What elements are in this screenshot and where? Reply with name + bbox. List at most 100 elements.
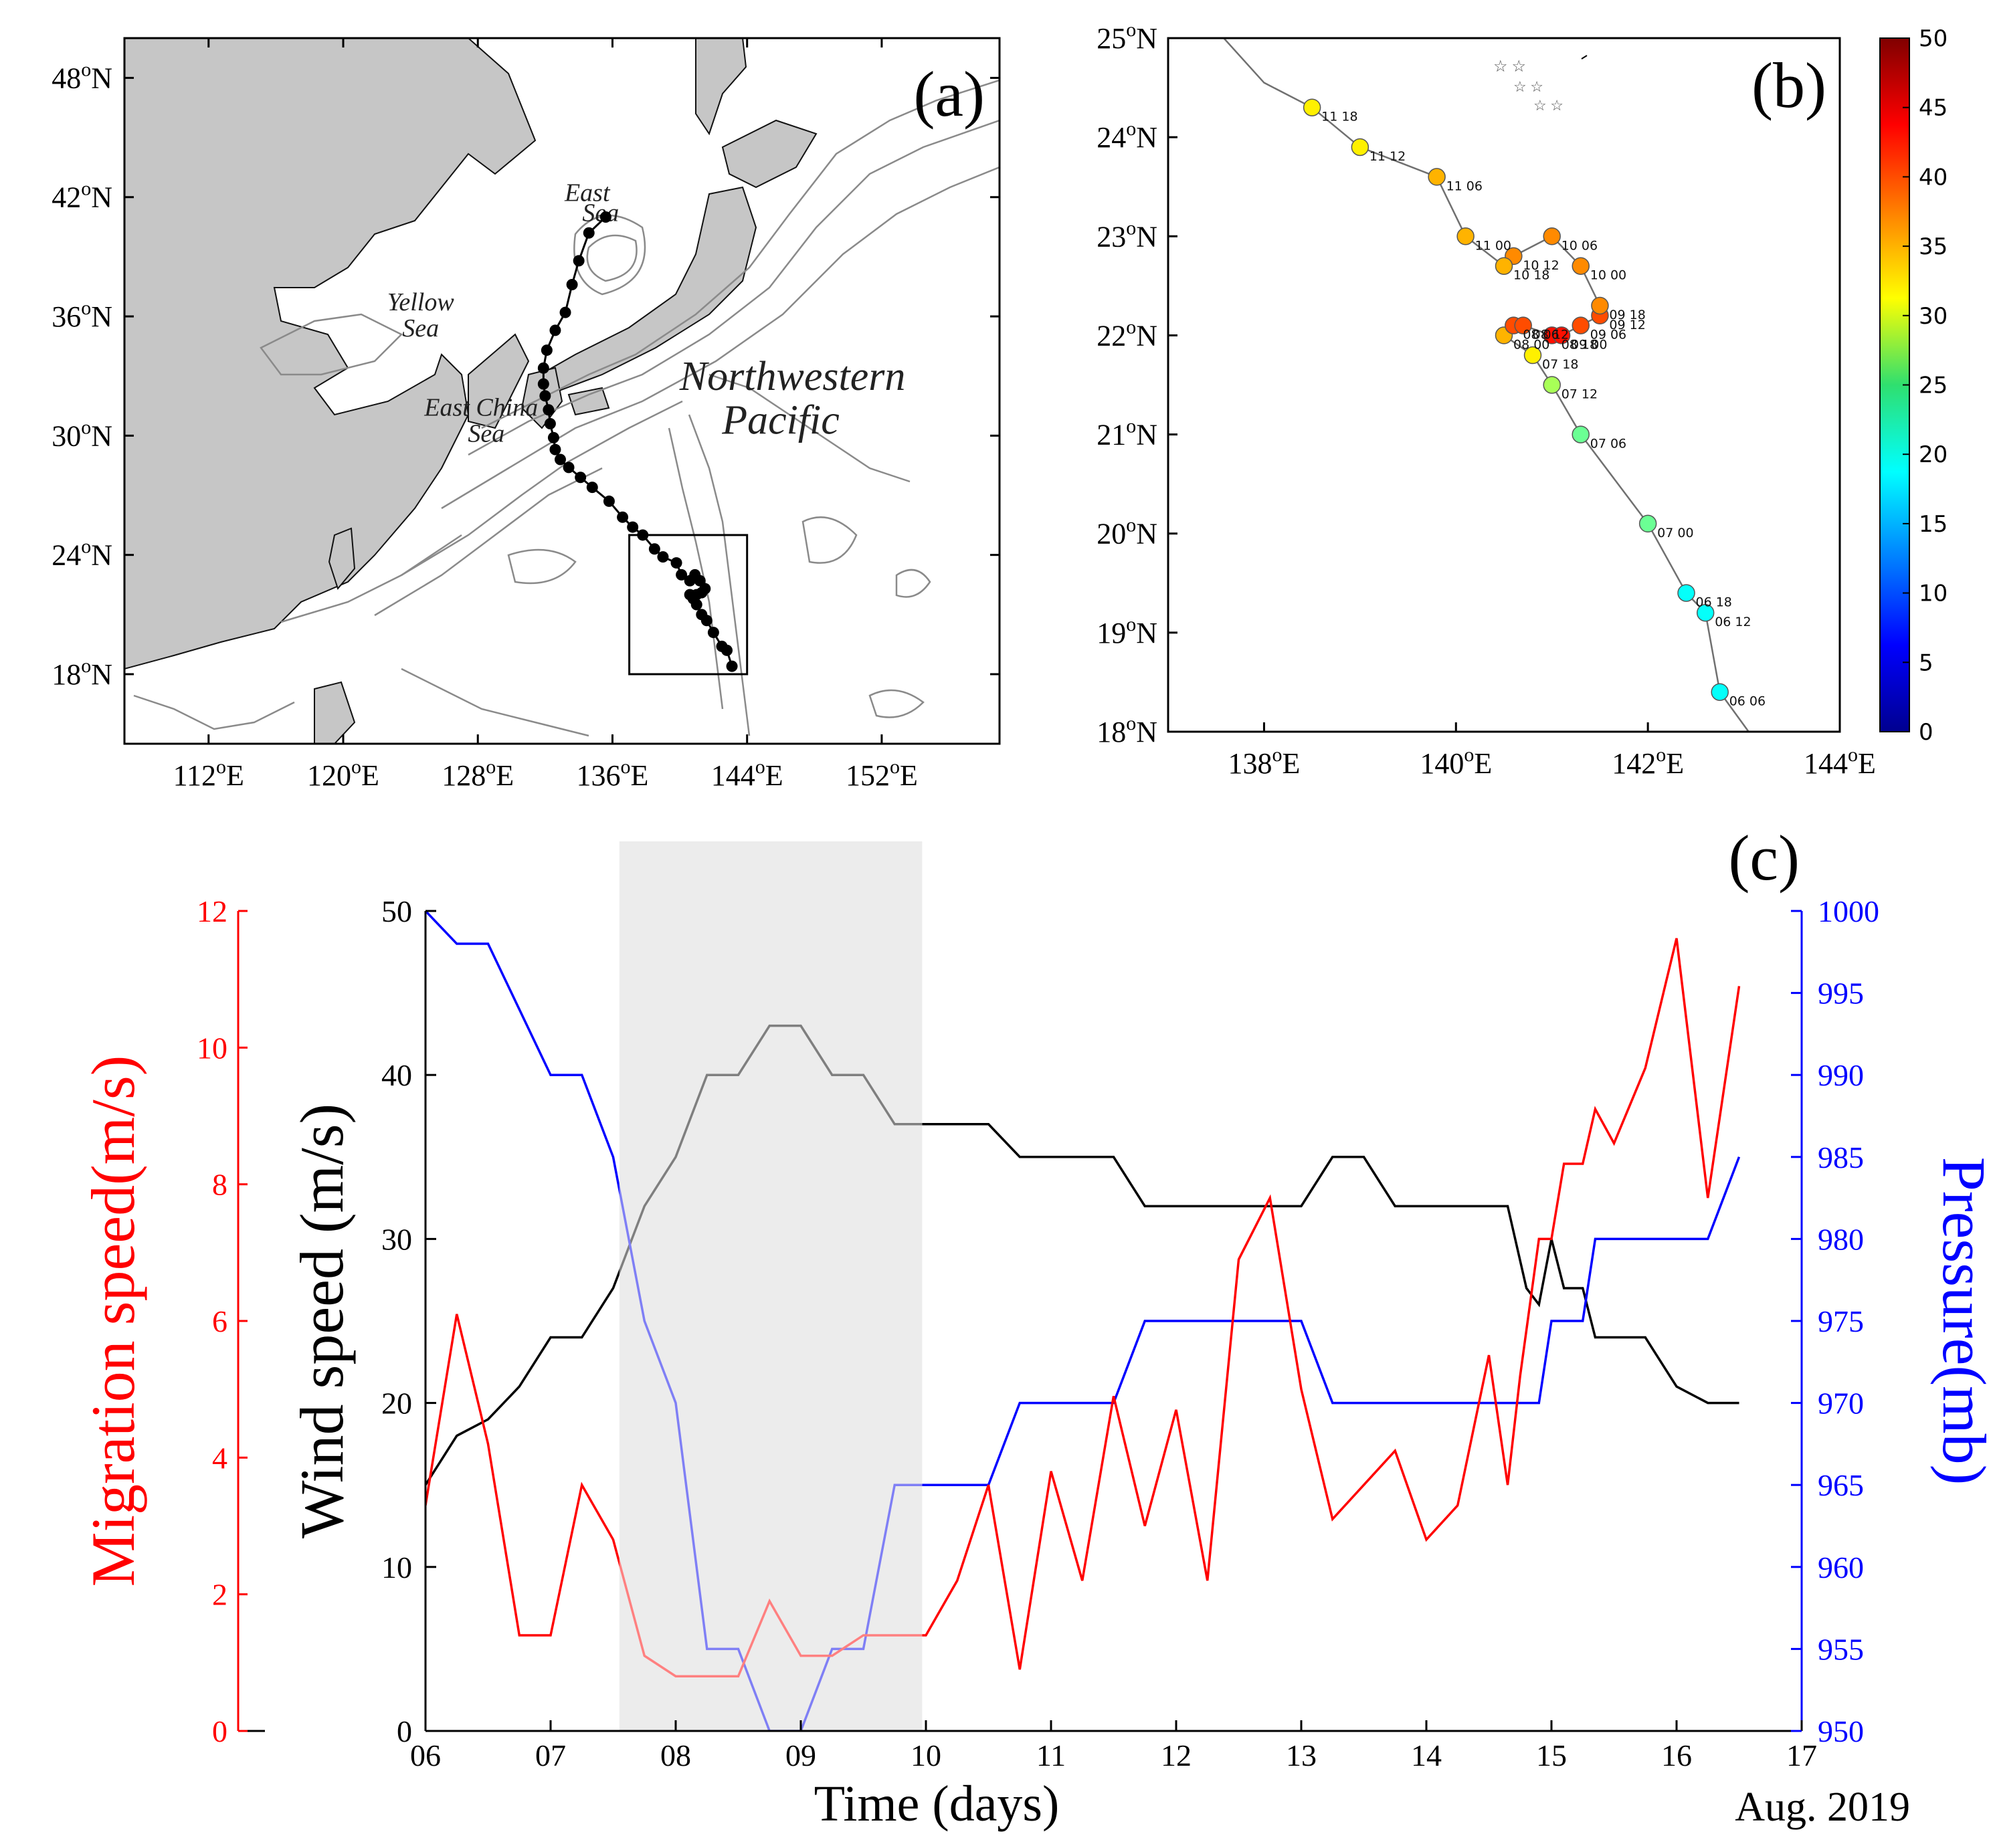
- panel-c-label: (c): [1728, 822, 1800, 894]
- track-b-point-label: 08 18: [1561, 337, 1598, 352]
- map-a-frame: [123, 37, 1001, 745]
- track-a-point: [563, 461, 575, 474]
- region-label: Sea: [468, 419, 504, 447]
- pressure-tick-label: 955: [1818, 1632, 1864, 1666]
- map-b-lat-label: 23oN: [1097, 217, 1157, 253]
- map-b-lat-label: 24oN: [1097, 118, 1157, 154]
- pressure-tick-label: 965: [1818, 1468, 1864, 1502]
- series-line-shaded-migration-speed: [619, 1558, 923, 1678]
- track-a-point: [670, 557, 682, 569]
- track-a-point: [554, 453, 566, 466]
- wind-tick-label: 30: [381, 1222, 412, 1256]
- track-b-point: [1495, 257, 1513, 275]
- map-a-ticks: 112oE 120oE 128oE 136oE 144oE 152oE 48oN 42oN 36…: [52, 38, 1000, 792]
- region-label: Pacific: [721, 397, 840, 443]
- track-b-point-label: 06 06: [1729, 694, 1766, 709]
- track-b-point: [1572, 257, 1590, 275]
- map-b-lat-label: 21oN: [1097, 415, 1157, 451]
- track-b-point: [1351, 138, 1369, 157]
- map-a-bathymetry: [133, 79, 1000, 737]
- track-b-point: [1543, 376, 1561, 394]
- track-a-point: [539, 390, 551, 402]
- x-tick-label: 14: [1411, 1738, 1442, 1772]
- track-b-point-label: 09 00: [1571, 337, 1607, 352]
- map-b-lat-label: 19oN: [1097, 613, 1157, 649]
- track-a-point: [537, 362, 549, 374]
- colorbar-tick-label: 20: [1919, 441, 1948, 468]
- track-b-point-label: 07 06: [1590, 437, 1626, 451]
- track-a: [537, 211, 738, 672]
- map-b-stars: ☆ ☆ ☆ ☆ ☆ ☆: [1493, 55, 1588, 114]
- x-tick-label: 08: [660, 1738, 691, 1772]
- track-a-point: [543, 404, 555, 416]
- map-b-lon-label: 138oE: [1228, 744, 1300, 780]
- pressure-tick-label: 960: [1818, 1550, 1864, 1584]
- track-b-point-label: 06 18: [1696, 595, 1732, 610]
- migration-tick-label: 8: [212, 1168, 227, 1202]
- pressure-tick-label: 975: [1818, 1304, 1864, 1338]
- track-a-point: [549, 443, 561, 455]
- track-a-point: [696, 609, 708, 621]
- track-b-point-label: 11 18: [1321, 110, 1357, 124]
- pressure-tick-label: 970: [1818, 1387, 1864, 1421]
- track-a-point: [559, 306, 571, 318]
- colorbar-tick-label: 50: [1919, 25, 1948, 52]
- map-b-lon-label: 144oE: [1804, 744, 1876, 780]
- svg-text:☆ ☆: ☆ ☆: [1533, 97, 1563, 114]
- pressure-tick-label: 1000: [1818, 894, 1879, 928]
- x-tick-label: 16: [1661, 1738, 1692, 1772]
- track-b-point: [1696, 603, 1715, 622]
- region-label: East China: [423, 394, 538, 422]
- track-b-point: [1428, 168, 1446, 186]
- wind-tick-label: 20: [381, 1387, 412, 1421]
- track-a-point: [726, 660, 738, 672]
- track-a-point: [684, 575, 696, 587]
- map-b-background: [1168, 38, 1840, 732]
- pressure-tick-label: 950: [1818, 1714, 1864, 1748]
- track-b-point: [1677, 584, 1695, 602]
- track-b-point-label: 08 12: [1533, 328, 1569, 342]
- map-b-lat-label: 22oN: [1097, 316, 1157, 352]
- track-a-point: [541, 344, 553, 356]
- x-tick-label: 15: [1536, 1738, 1567, 1772]
- pressure-tick-label: 980: [1818, 1222, 1864, 1256]
- region-label: Northwestern: [679, 354, 906, 399]
- x-tick-label: 13: [1286, 1738, 1317, 1772]
- track-b-point-label: 06 12: [1715, 615, 1751, 629]
- svg-text:☆ ☆: ☆ ☆: [1493, 58, 1526, 76]
- x-axis-suffix: Aug. 2019: [1735, 1784, 1910, 1830]
- shaded-interval: [619, 841, 923, 1731]
- migration-tick-label: 6: [212, 1304, 227, 1338]
- map-a-lon-label: 152oE: [846, 756, 918, 792]
- track-a-point: [603, 495, 615, 507]
- track-a-point: [627, 521, 639, 533]
- colorbar-tick-label: 25: [1919, 373, 1948, 399]
- map-a-lon-label: 112oE: [173, 756, 244, 792]
- track-b-point-label: 10 00: [1590, 268, 1626, 283]
- map-a-lon-label: 120oE: [307, 756, 379, 792]
- x-tick-label: 10: [911, 1738, 941, 1772]
- track-b-point-label: 11 06: [1446, 179, 1483, 193]
- map-b-lat-label: 20oN: [1097, 514, 1157, 550]
- colorbar-tick-label: 5: [1919, 649, 1933, 676]
- colorbar-tick-label: 40: [1919, 164, 1948, 191]
- track-b-point-label: 11 12: [1369, 149, 1406, 164]
- track-a-point: [599, 211, 611, 223]
- migration-tick-label: 2: [212, 1578, 227, 1612]
- track-a-point: [676, 569, 688, 581]
- map-b-frame: [1167, 37, 1841, 733]
- colorbar-tick-label: 45: [1919, 95, 1948, 122]
- pressure-axis-title: Pressure(mb): [1930, 1157, 1991, 1485]
- track-b-point: [1711, 683, 1729, 701]
- chart-c-series: [425, 911, 1741, 1731]
- track-a-point: [716, 640, 728, 652]
- panel-b-label: (b): [1751, 49, 1826, 121]
- chart-c-ticks: 06 07 08 09 10 11 12 13 14 15 16 17 0 2 4 6 8 10 12 0 10 20 30…: [197, 894, 1879, 1772]
- colorbar-tick-label: 35: [1919, 233, 1948, 260]
- wind-axis-title: Wind speed (m/s): [288, 1104, 356, 1538]
- migration-tick-label: 12: [197, 894, 227, 928]
- track-b-point-label: 08 06: [1523, 328, 1559, 342]
- track-a-point: [575, 472, 587, 484]
